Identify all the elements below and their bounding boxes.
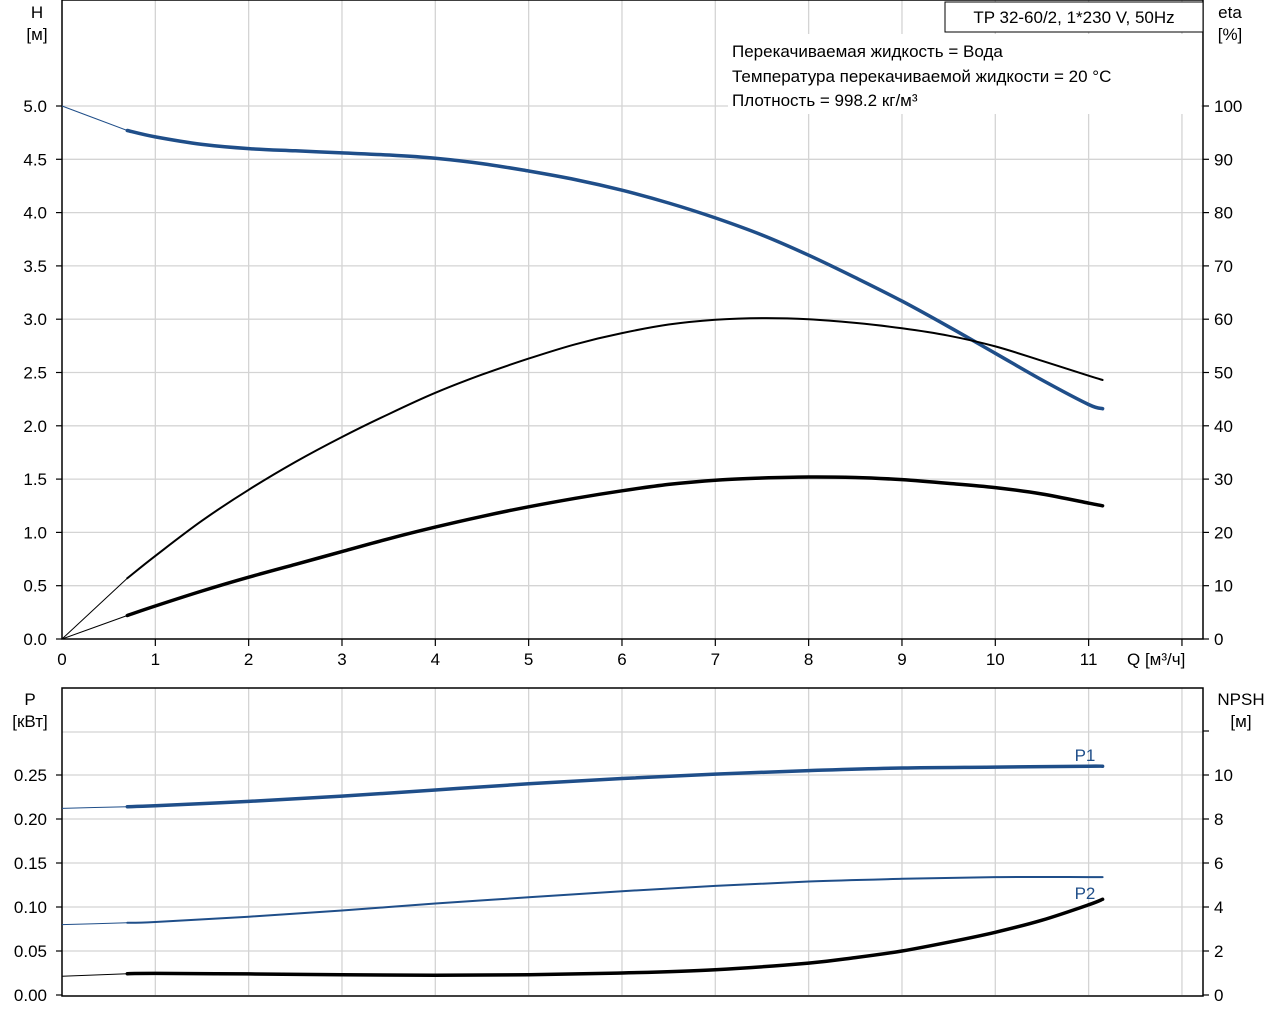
q-tick-label: 8 [804,650,813,669]
npsh-tick-label: 8 [1214,810,1223,829]
p-axis-unit: [кВт] [12,712,47,731]
density-annotation: Плотность = 998.2 кг/м³ [732,91,918,110]
eta-tick-label: 70 [1214,257,1233,276]
p-tick-label: 0.15 [14,854,47,873]
p-axis-label: P [24,690,35,709]
p1-series-label: P1 [1075,746,1096,765]
eta-tick-label: 0 [1214,630,1223,649]
eta-axis-unit: [%] [1218,25,1243,44]
p2-power-curve-line [126,875,1104,924]
q-tick-label: 10 [986,650,1005,669]
chart-title: TP 32-60/2, 1*230 V, 50Hz [973,8,1174,27]
q-tick-label: 6 [617,650,626,669]
p2-power-curve-extrapolated-line [61,922,128,926]
npsh-tick-label: 10 [1214,766,1233,785]
q-tick-label: 0 [57,650,66,669]
pump-efficiency-curve-line [126,317,1104,580]
qh-chart-labels: 0 1 2 3 4 5 6 7 8 9 10 11 0.0 0.5 1.0 1.5 2.0 2.5 3.0 3.5 4.… [23,97,1242,669]
qh-chart-frame [61,0,1204,640]
eta-tick-label: 10 [1214,577,1233,596]
h-axis-unit: [м] [26,25,47,44]
npsh-curve-line [125,897,1105,977]
h-tick-label: 4.0 [23,204,47,223]
title-box [944,1,1204,33]
total-efficiency-curve-extrapolated-line [61,615,128,640]
q-tick-label: 5 [524,650,533,669]
eta-tick-label: 50 [1214,364,1233,383]
power-chart-labels: 0.00 0.05 0.10 0.15 0.20 0.25 0 2 4 6 8 10 [14,766,1233,1005]
p-tick-label: 0.20 [14,810,47,829]
q-tick-label: 3 [337,650,346,669]
npsh-tick-label: 2 [1214,942,1223,961]
eta-tick-label: 20 [1214,523,1233,542]
power-chart-curves [61,764,1105,977]
npsh-tick-label: 6 [1214,854,1223,873]
eta-tick-label: 60 [1214,310,1233,329]
npsh-tick-label: 4 [1214,898,1223,917]
h-tick-label: 2.0 [23,417,47,436]
q-tick-label: 11 [1080,650,1098,669]
qh-chart-ticks [56,105,1209,646]
h-tick-label: 3.5 [23,257,47,276]
eta-tick-label: 100 [1214,97,1242,116]
pump-efficiency-curve-extrapolated-line [61,577,128,640]
total-efficiency-curve-line [125,475,1105,618]
temperature-annotation: Температура перекачиваемой жидкости = 20… [732,67,1111,86]
h-axis-label: H [31,3,43,22]
h-tick-label: 4.5 [23,150,47,169]
q-tick-label: 4 [431,650,440,669]
eta-axis-label: eta [1218,3,1242,22]
p2-series-label: P2 [1075,884,1096,903]
p-tick-label: 0.10 [14,898,47,917]
h-tick-label: 1.0 [23,523,47,542]
power-chart-grid [62,688,1203,995]
p-tick-label: 0.00 [14,986,47,1005]
fluid-annotation: Перекачиваемая жидкость = Вода [732,42,1003,61]
conditions-box [728,34,1201,114]
q-tick-label: 2 [244,650,253,669]
npsh-axis-unit: [м] [1230,712,1251,731]
npsh-curve-extrapolated-line [61,973,128,977]
p1-power-curve-line [125,764,1105,809]
eta-tick-label: 40 [1214,417,1233,436]
h-tick-label: 1.5 [23,470,47,489]
h-tick-label: 2.5 [23,364,47,383]
h-tick-label: 0.5 [23,577,47,596]
power-chart-frame [61,687,1204,997]
q-axis-label: Q [м³/ч] [1127,650,1185,669]
head-curve-line [125,128,1105,411]
head-curve-extrapolated-line [61,105,128,131]
p-tick-label: 0.25 [14,766,47,785]
qh-chart-curves [61,105,1105,640]
h-tick-label: 3.0 [23,310,47,329]
h-tick-label: 5.0 [23,97,47,116]
h-tick-label: 0.0 [23,630,47,649]
q-tick-label: 7 [711,650,720,669]
q-tick-label: 9 [897,650,906,669]
power-chart-ticks [56,730,1209,996]
eta-tick-label: 90 [1214,150,1233,169]
p1-power-curve-extrapolated-line [61,806,128,809]
npsh-tick-label: 0 [1214,986,1223,1005]
q-tick-label: 1 [151,650,160,669]
eta-tick-label: 80 [1214,204,1233,223]
eta-tick-label: 30 [1214,470,1233,489]
npsh-axis-label: NPSH [1217,690,1264,709]
p-tick-label: 0.05 [14,942,47,961]
